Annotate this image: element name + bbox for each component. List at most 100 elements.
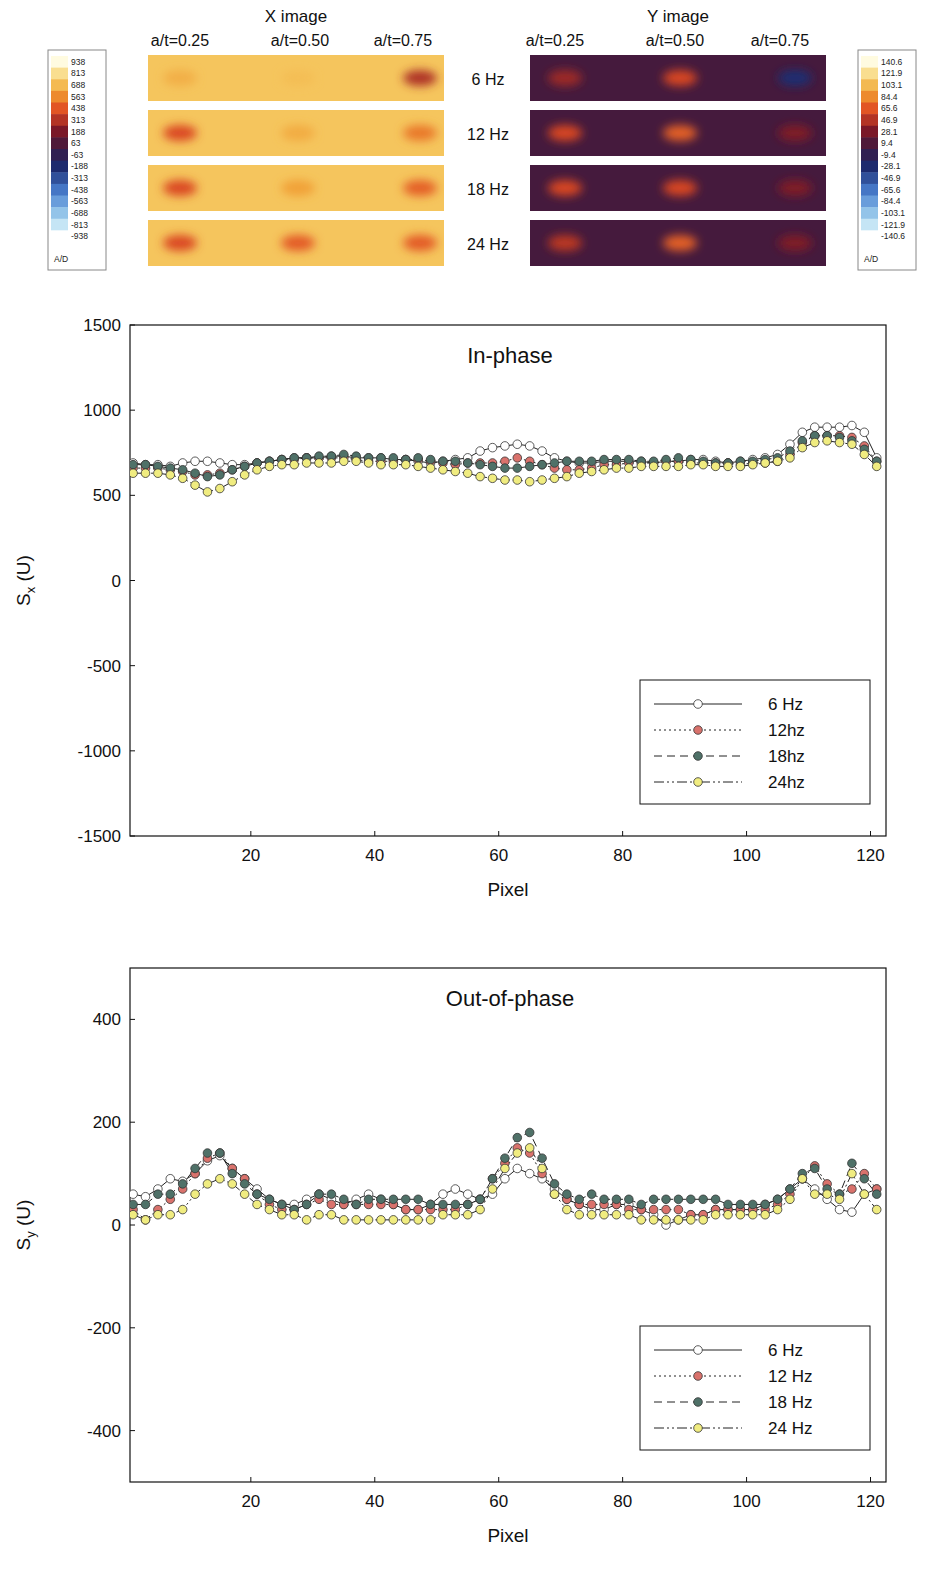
data-point [414, 1195, 423, 1204]
y-tick-label: -200 [87, 1319, 121, 1338]
data-point [377, 1216, 386, 1225]
data-point [253, 1190, 262, 1199]
data-point [501, 464, 510, 473]
data-point [439, 1200, 448, 1209]
colorbar-unit: A/D [54, 254, 68, 264]
data-point [451, 1200, 460, 1209]
colorbar-label: -103.1 [881, 208, 905, 218]
colorbar-label: 938 [71, 57, 85, 67]
series-line [133, 1132, 877, 1209]
plot-data [130, 421, 881, 496]
data-point [377, 1195, 386, 1204]
hot-spot [281, 70, 315, 86]
data-point [848, 440, 857, 449]
data-point [773, 1195, 782, 1204]
data-point [364, 1195, 373, 1204]
frequency-label: 18 Hz [467, 181, 509, 198]
image-title: X image [265, 7, 327, 26]
data-point [377, 1195, 386, 1204]
data-point [130, 1200, 137, 1209]
y-tick [130, 1327, 135, 1328]
data-point [810, 1190, 819, 1199]
colorbar-band [51, 137, 68, 149]
colorbar-band [861, 149, 878, 161]
data-point [228, 1180, 237, 1189]
legend-box [640, 1326, 870, 1450]
data-point [463, 1200, 472, 1209]
data-point [240, 462, 249, 471]
data-point [587, 1190, 596, 1199]
data-point [860, 1190, 869, 1199]
data-point [513, 454, 522, 463]
data-point [451, 467, 460, 476]
hot-spot [281, 180, 315, 196]
strip [530, 220, 826, 266]
legend-marker [694, 726, 703, 735]
data-point [625, 464, 634, 473]
data-point [872, 1205, 881, 1214]
data-point [860, 1174, 869, 1183]
data-point [563, 472, 572, 481]
x-tick-label: 80 [613, 1492, 632, 1511]
hot-spot [663, 235, 697, 251]
y-axis-title-part: (U) [13, 555, 34, 587]
data-point [575, 469, 584, 478]
data-point [835, 423, 844, 432]
colorbar-label: -813 [71, 220, 88, 230]
series-line [133, 1148, 877, 1220]
data-point [488, 1174, 497, 1183]
crack-label: a/t=0.50 [271, 32, 329, 49]
data-point [872, 462, 881, 471]
colorbar-label: -140.6 [881, 231, 905, 241]
y-tick-label: 1000 [83, 401, 121, 420]
data-point [426, 1200, 435, 1209]
data-point [463, 1190, 472, 1199]
data-point [724, 1210, 733, 1219]
colorbar-band [861, 219, 878, 231]
data-point [141, 1192, 150, 1201]
x-tick [746, 1477, 747, 1482]
data-point [141, 460, 150, 469]
colorbar: 93881368856343831318863-63-188-313-438-5… [48, 50, 106, 270]
colorbar-label: 9.4 [881, 138, 893, 148]
data-point [550, 474, 559, 483]
legend-marker [694, 1346, 703, 1355]
data-point [662, 1205, 671, 1214]
data-point [587, 457, 596, 466]
legend-label: 6 Hz [768, 1341, 803, 1360]
data-point [426, 1216, 435, 1225]
x-tick [622, 1477, 623, 1482]
data-point [748, 1210, 757, 1219]
legend-label: 24hz [768, 773, 805, 792]
x-tick-label: 20 [241, 846, 260, 865]
colorbar-label: -65.6 [881, 185, 901, 195]
data-point [414, 1205, 423, 1214]
data-point [513, 1164, 522, 1173]
data-point [563, 1205, 572, 1214]
colorbar-label: 140.6 [881, 57, 903, 67]
data-point [339, 1216, 348, 1225]
data-point [699, 1216, 708, 1225]
colorbar-label: -563 [71, 196, 88, 206]
strip [148, 220, 444, 266]
x-axis-title: Pixel [487, 879, 528, 900]
x-axis-title: Pixel [487, 1525, 528, 1546]
data-point [711, 1210, 720, 1219]
data-point [860, 450, 869, 459]
colorbar-label: -84.4 [881, 196, 901, 206]
data-point [625, 1210, 634, 1219]
data-point [389, 460, 398, 469]
crack-label: a/t=0.75 [751, 32, 809, 49]
data-point [687, 1216, 696, 1225]
colorbar-band [51, 172, 68, 184]
colorbar-band [51, 161, 68, 173]
data-point [488, 1185, 497, 1194]
x-tick-label: 120 [856, 846, 884, 865]
data-point [141, 1216, 150, 1225]
colorbar-label: 813 [71, 68, 85, 78]
hot-spot [281, 125, 315, 141]
hot-spot [163, 70, 197, 86]
colorbar-band [51, 68, 68, 80]
x-tick-label: 40 [365, 1492, 384, 1511]
colorbar-band [861, 172, 878, 184]
